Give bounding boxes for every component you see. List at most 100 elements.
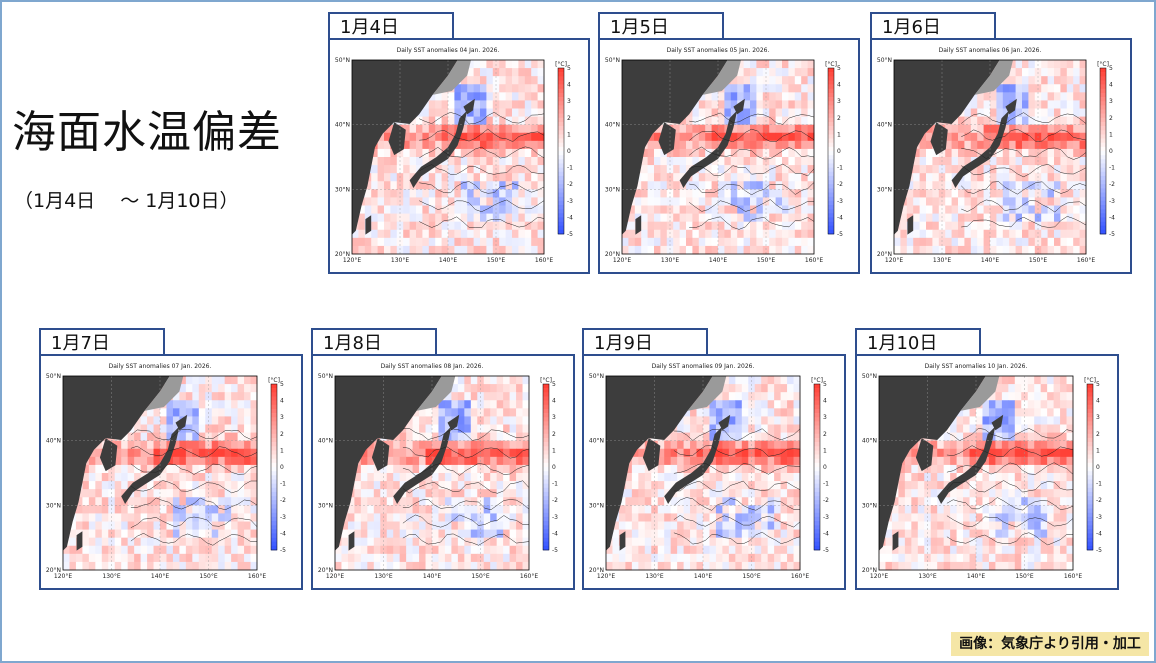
colorbar-tick: -2 [837,181,843,188]
map-grid [335,376,529,570]
lat-label: 50°N [589,373,604,380]
colorbar-tick: -3 [280,514,286,521]
lat-label: 50°N [335,57,350,64]
taiwan-island [365,215,372,235]
lon-label: 140°E [694,573,712,580]
lon-label: 130°E [645,573,663,580]
map-grid [352,60,544,254]
lat-label: 50°N [605,57,620,64]
lat-label: 40°N [335,122,350,129]
lat-label: 50°N [862,373,877,380]
contour-lines [961,112,1087,228]
panel-date-tab: 1月8日 [311,328,437,354]
colorbar-tick: 2 [1096,431,1100,438]
lat-label: 40°N [877,122,892,129]
colorbar-tick: 5 [1096,381,1100,388]
lon-label: 160°E [535,257,553,264]
colorbar-tick: 0 [1109,148,1113,155]
colorbar-tick: 4 [1096,398,1100,405]
colorbar-tick: 1 [1096,447,1100,454]
colorbar [827,67,835,235]
map-border [878,375,1074,571]
map-title: Daily SST anomalies 09 Jan. 2026. [652,363,755,370]
colorbar-tick: 5 [837,65,841,72]
colorbar-tick: -1 [1109,165,1115,172]
lat-label: 50°N [877,57,892,64]
colorbar-tick: -3 [837,198,843,205]
colorbar-unit: [°C] [1084,377,1096,384]
colorbar-tick: -5 [567,231,573,238]
contour-lines [689,112,815,230]
colorbar-tick: 3 [823,414,827,421]
colorbar-tick: -4 [1109,214,1115,221]
colorbar-tick: 0 [1096,464,1100,471]
colorbar-tick: -3 [552,514,558,521]
lat-label: 30°N [877,186,892,193]
continent-landmass [622,60,728,235]
colorbar-tick: -2 [823,497,829,504]
lat-label: 30°N [335,186,350,193]
lat-label: 40°N [46,438,61,445]
sea-ice-area [960,376,1000,411]
hokkaido-sakhalin [1005,98,1017,115]
colorbar-tick: -4 [837,214,843,221]
map-title: Daily SST anomalies 07 Jan. 2026. [109,363,212,370]
sst-map-card: Daily SST anomalies 04 Jan. 2026. 50°N 40°… [328,38,590,274]
lon-label: 120°E [343,257,361,264]
colorbar-tick: 0 [837,148,841,155]
colorbar-tick: -4 [280,530,286,537]
lon-label: 120°E [54,573,72,580]
colorbar [813,383,821,551]
korean-peninsula [388,122,406,156]
lon-label: 130°E [661,257,679,264]
colorbar-tick: 5 [567,65,571,72]
korean-peninsula [99,438,118,472]
lat-label: 50°N [46,373,61,380]
lat-label: 40°N [605,122,620,129]
lon-label: 120°E [326,573,344,580]
lon-label: 140°E [981,257,999,264]
map-border [893,59,1087,255]
map-title: Daily SST anomalies 08 Jan. 2026. [381,363,484,370]
panel-date-tab: 1月4日 [328,12,454,38]
continent-landmass [879,376,986,551]
map-title: Daily SST anomalies 04 Jan. 2026. [397,47,500,54]
sst-anomaly-map: Daily SST anomalies 05 Jan. 2026. 50°N 40°… [605,47,843,264]
colorbar-tick: 3 [567,98,571,105]
lat-label: 30°N [46,502,61,509]
colorbar-tick: -2 [567,181,573,188]
lon-label: 150°E [1015,573,1033,580]
lat-label: 30°N [605,186,620,193]
lon-label: 160°E [805,257,823,264]
lon-label: 140°E [967,573,985,580]
sst-anomaly-map: Daily SST anomalies 07 Jan. 2026. 50°N 40°… [46,363,286,580]
contour-lines [419,112,545,229]
contour-lines [673,428,801,545]
taiwan-island [892,531,899,551]
colorbar-tick: -5 [1096,547,1102,554]
hokkaido-sakhalin [991,414,1004,431]
colorbar-tick: -2 [552,497,558,504]
lat-label: 20°N [335,251,350,258]
taiwan-island [907,215,914,235]
colorbar-tick: -1 [567,165,573,172]
colorbar-tick: 3 [552,414,556,421]
map-grid [606,376,800,570]
date-range-subtitle: （1月4日 ～ 1月10日） [14,190,239,212]
taiwan-island [619,531,626,551]
japan-islands [121,426,180,504]
hokkaido-sakhalin [718,414,731,431]
colorbar-tick: -3 [1109,198,1115,205]
sst-map-card: Daily SST anomalies 08 Jan. 2026. 50°N 40°… [311,354,575,590]
colorbar-tick: 2 [823,431,827,438]
colorbar-tick: -3 [823,514,829,521]
sst-map-card: Daily SST anomalies 09 Jan. 2026. 50°N 40°… [582,354,846,590]
japan-islands [393,426,452,504]
japan-islands [409,110,468,188]
map-grid [894,60,1086,254]
colorbar-tick: 4 [823,398,827,405]
lon-label: 140°E [439,257,457,264]
colorbar-tick: -1 [1096,481,1102,488]
lat-label: 20°N [862,567,877,574]
colorbar-tick: -5 [552,547,558,554]
